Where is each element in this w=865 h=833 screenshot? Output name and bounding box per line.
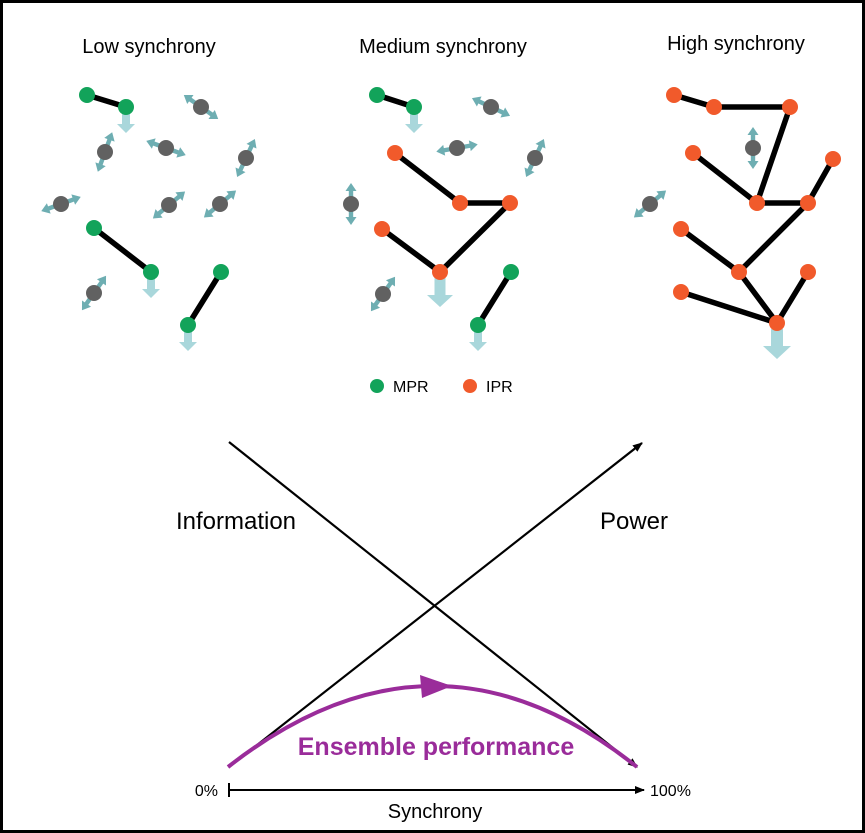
mpr-neuron (86, 220, 102, 236)
force-arrow (747, 148, 759, 169)
force-arrow (747, 127, 759, 148)
neutral-neuron (212, 196, 228, 212)
power-line (228, 442, 643, 768)
neutral-neuron (158, 140, 174, 156)
mpr-neuron (180, 317, 196, 333)
legend-ipr-label: IPR (486, 379, 513, 396)
ipr-neuron (673, 221, 689, 237)
link (774, 269, 811, 326)
link (392, 150, 463, 206)
ipr-neuron (374, 221, 390, 237)
ipr-neuron (502, 195, 518, 211)
ensemble-performance-label: Ensemble performance (298, 733, 575, 761)
information-label: Information (176, 508, 296, 535)
ipr-neuron (800, 264, 816, 280)
ipr-neuron (685, 145, 701, 161)
ipr-neuron (825, 151, 841, 167)
link (736, 269, 780, 326)
mpr-neuron (503, 264, 519, 280)
neutral-neuron (238, 150, 254, 166)
neutral-neuron (193, 99, 209, 115)
mpr-neuron (143, 264, 159, 280)
legend-ipr-marker (463, 379, 477, 393)
mpr-neuron (406, 99, 422, 115)
drive-arrow (179, 331, 197, 351)
link (185, 269, 224, 328)
link (736, 200, 811, 275)
ipr-neuron (749, 195, 765, 211)
link (690, 150, 760, 206)
ipr-neuron (452, 195, 468, 211)
axis-max-label: 100% (650, 783, 691, 800)
axis-min-label: 0% (195, 783, 218, 800)
link (475, 269, 514, 328)
mpr-neuron (470, 317, 486, 333)
legend-mpr-label: MPR (393, 379, 429, 396)
drive-arrow (427, 278, 453, 307)
ipr-neuron (706, 99, 722, 115)
legend-mpr-marker (370, 379, 384, 393)
ipr-neuron (432, 264, 448, 280)
mpr-neuron (79, 87, 95, 103)
legend: MPR IPR (370, 379, 513, 396)
neutral-neuron (343, 196, 359, 212)
ipr-neuron (673, 284, 689, 300)
link (91, 225, 154, 275)
power-label: Power (600, 508, 668, 535)
drive-arrow (405, 113, 423, 133)
neutral-neuron (53, 196, 69, 212)
force-arrow (345, 204, 357, 225)
panel-title-medium: Medium synchrony (359, 36, 527, 58)
ipr-neuron (800, 195, 816, 211)
neutral-neuron (97, 144, 113, 160)
drive-arrow (142, 278, 160, 298)
panel-title-high: High synchrony (667, 33, 805, 55)
mpr-neuron (118, 99, 134, 115)
ipr-neuron (666, 87, 682, 103)
link (678, 289, 780, 326)
link (805, 156, 836, 206)
neutral-neuron (449, 140, 465, 156)
neutral-neuron (161, 197, 177, 213)
force-arrow (345, 183, 357, 204)
link (754, 104, 793, 206)
link (437, 200, 513, 275)
ipr-neuron (731, 264, 747, 280)
neutral-neuron (86, 285, 102, 301)
drive-arrow (117, 113, 135, 133)
panel-title-low: Low synchrony (82, 36, 215, 58)
drive-arrow (469, 331, 487, 351)
ipr-neuron (769, 315, 785, 331)
information-line (228, 441, 638, 768)
performance-arrowhead (420, 675, 452, 698)
link (678, 226, 742, 275)
neuron-nodes (53, 87, 841, 333)
ipr-neuron (387, 145, 403, 161)
mpr-neuron (369, 87, 385, 103)
neutral-neuron (375, 286, 391, 302)
link (379, 226, 443, 275)
neutral-neuron (483, 99, 499, 115)
neutral-neuron (527, 150, 543, 166)
ipr-neuron (782, 99, 798, 115)
axis-title: Synchrony (388, 801, 483, 823)
neutral-neuron (642, 196, 658, 212)
mpr-neuron (213, 264, 229, 280)
neutral-neuron (745, 140, 761, 156)
drive-arrow (763, 329, 791, 359)
